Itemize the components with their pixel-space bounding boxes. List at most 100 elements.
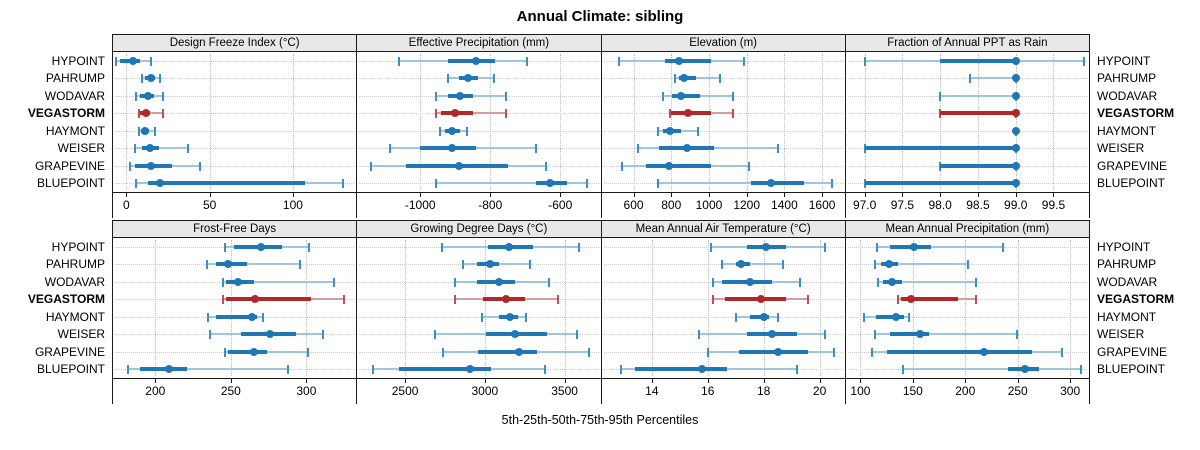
whisker-cap	[544, 365, 547, 375]
whisker-cap	[974, 295, 977, 305]
panel-fraction-of-annual-ppt-as-rain: Fraction of Annual PPT as Rain 97.0 97.5 98…	[844, 34, 1089, 218]
axis-tick	[405, 379, 407, 383]
median-dot	[767, 179, 776, 188]
vertical-gridline	[484, 240, 486, 376]
whisker-cap	[223, 242, 226, 252]
panel-title: Mean Annual Precipitation (mm)	[845, 220, 1089, 238]
whisker-cap	[1082, 56, 1085, 66]
axis-tick	[977, 193, 979, 197]
iqr-bar	[940, 58, 1016, 63]
axis-tick-label: 200	[955, 384, 976, 398]
plot-area	[357, 52, 601, 193]
whisker-cap	[661, 91, 664, 101]
whisker-cap	[447, 74, 450, 84]
median-dot	[143, 91, 152, 100]
whisker-cap	[969, 74, 972, 84]
whisker-cap	[137, 126, 140, 136]
median-dot	[545, 179, 554, 188]
row-gridline	[115, 60, 355, 62]
vertical-gridline	[405, 240, 407, 376]
iqr-bar	[140, 367, 188, 372]
iqr-bar	[664, 58, 711, 63]
vertical-gridline	[671, 54, 673, 190]
whisker-cap	[874, 330, 877, 340]
station-label-grapevine: GRAPEVINE	[1097, 344, 1168, 359]
median-dot	[1011, 56, 1020, 65]
median-dot	[684, 109, 693, 118]
panel-mean-annual-air-temperature-c: Mean Annual Air Temperature (°C) 14 16 18 20	[600, 220, 845, 404]
axis-tick	[306, 379, 308, 383]
whisker-cap	[674, 74, 677, 84]
panel-frost-free-days: Frost-Free Days 200 250 300	[112, 220, 357, 404]
percentile-range-line	[138, 112, 163, 115]
percentile-range-line	[875, 263, 969, 266]
whisker-cap	[807, 295, 810, 305]
median-dot	[674, 56, 683, 65]
panel-title: Mean Annual Air Temperature (°C)	[601, 220, 845, 238]
whisker-cap	[141, 74, 144, 84]
vertical-gridline	[763, 240, 765, 376]
row-gridline	[603, 130, 843, 132]
axis-tick-label: 250	[220, 384, 241, 398]
percentile-range-line	[134, 147, 188, 150]
whisker-cap	[161, 109, 164, 119]
row-gridline	[115, 113, 355, 115]
station-label-grapevine: GRAPEVINE	[34, 158, 105, 173]
vertical-gridline	[746, 54, 748, 190]
station-label-wodavar: WODAVAR	[44, 88, 105, 103]
vertical-gridline	[126, 54, 128, 190]
station-label-hypoint: HYPOINT	[51, 53, 105, 68]
axis-tick	[912, 379, 914, 383]
percentile-range-line	[875, 333, 1017, 336]
plot-area	[845, 238, 1089, 379]
whisker-cap	[440, 242, 443, 252]
percentile-range-line	[658, 182, 833, 185]
whisker-cap	[742, 56, 745, 66]
median-dot	[223, 260, 232, 269]
row-gridline	[115, 130, 355, 132]
axis-tick-label: 1000	[695, 198, 723, 212]
median-dot	[1011, 161, 1020, 170]
median-dot	[980, 347, 989, 356]
whisker-cap	[370, 161, 373, 171]
whisker-cap	[696, 126, 699, 136]
panel-effective-precipitation-mm: Effective Precipitation (mm) -1000 -800 -60…	[356, 34, 601, 218]
iqr-bar	[751, 181, 805, 186]
row-gridline	[359, 316, 599, 318]
station-label-bluepoint: BLUEPOINT	[1097, 362, 1166, 377]
whisker-cap	[135, 91, 138, 101]
median-dot	[1011, 126, 1020, 135]
median-dot	[1011, 179, 1020, 188]
median-dot	[448, 126, 457, 135]
whisker-cap	[824, 242, 827, 252]
iqr-bar	[672, 93, 701, 98]
vertical-gridline	[860, 240, 862, 376]
whisker-cap	[832, 347, 835, 357]
median-dot	[454, 161, 463, 170]
station-label-wodavar: WODAVAR	[1097, 274, 1158, 289]
plot-area	[357, 238, 601, 379]
median-dot	[759, 312, 768, 321]
whisker-cap	[480, 312, 483, 322]
axis-tick	[420, 193, 422, 197]
whisker-cap	[575, 330, 578, 340]
median-dot	[257, 242, 266, 251]
whisker-cap	[453, 295, 456, 305]
whisker-cap	[706, 347, 709, 357]
whisker-cap	[158, 74, 161, 84]
median-dot	[768, 330, 777, 339]
row-gridline	[847, 78, 1087, 80]
percentile-range-line	[877, 245, 1004, 248]
median-dot	[1011, 74, 1020, 83]
station-label-haymont: HAYMONT	[1097, 309, 1157, 324]
axis-tick-label: 1400	[771, 198, 798, 212]
iqr-bar	[886, 349, 1033, 354]
panel-title: Design Freeze Index (°C)	[113, 34, 357, 52]
axis-tick	[1053, 193, 1055, 197]
whisker-cap	[712, 295, 715, 305]
whisker-cap	[1002, 242, 1005, 252]
station-label-pahrump: PAHRUMP	[1097, 71, 1157, 86]
axis-tick	[292, 193, 294, 197]
median-dot	[773, 347, 782, 356]
vertical-gridline	[707, 240, 709, 376]
